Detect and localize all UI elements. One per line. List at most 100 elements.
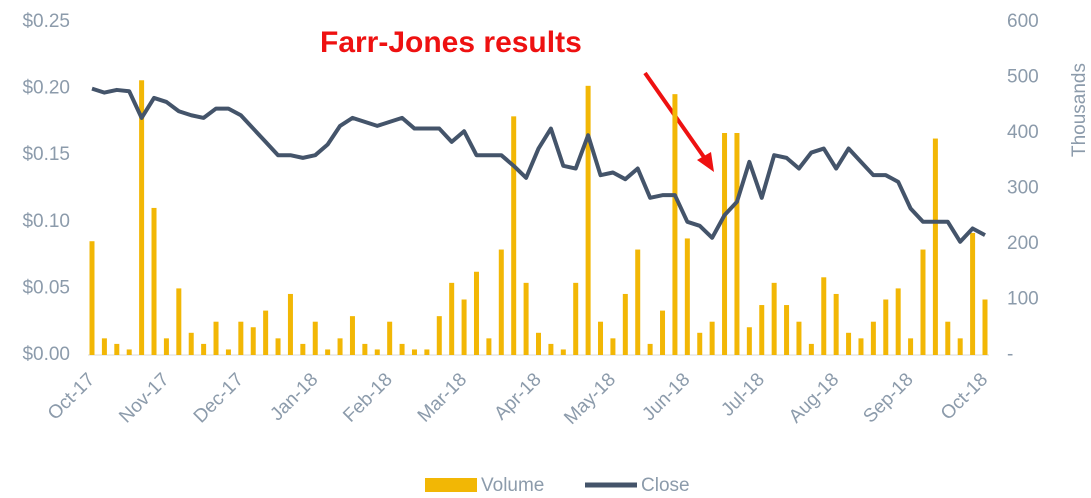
bar xyxy=(684,238,690,355)
y-tick-label: $0.15 xyxy=(22,144,70,165)
x-tick-label: Dec-17 xyxy=(190,369,248,427)
bar xyxy=(846,332,852,355)
bar xyxy=(635,249,641,355)
bar xyxy=(523,282,529,355)
bar xyxy=(387,321,393,355)
bar xyxy=(89,241,95,355)
legend-label: Volume xyxy=(481,475,544,496)
bar xyxy=(548,343,554,355)
bar xyxy=(449,282,455,355)
bar xyxy=(808,343,814,355)
bar xyxy=(114,343,120,355)
x-tick-label: Jan-18 xyxy=(266,369,322,425)
bar xyxy=(163,338,169,355)
bar xyxy=(238,321,244,355)
bar xyxy=(932,138,938,355)
y2-tick-label: - xyxy=(1007,344,1013,365)
bar xyxy=(374,349,380,355)
bar xyxy=(821,277,827,355)
y2-tick-label: 100 xyxy=(1007,289,1039,310)
x-tick-label: May-18 xyxy=(560,369,620,429)
bar xyxy=(536,332,541,355)
legend-label: Close xyxy=(641,475,690,496)
bar xyxy=(709,321,715,355)
bar xyxy=(759,305,765,355)
bar xyxy=(771,282,777,355)
bar xyxy=(598,321,604,355)
bar xyxy=(312,321,318,355)
bar xyxy=(287,293,293,355)
bar xyxy=(672,94,678,356)
y-tick-label: $0.10 xyxy=(22,211,70,232)
bar xyxy=(560,349,566,355)
x-tick-label: Jun-18 xyxy=(638,369,694,425)
bar xyxy=(647,343,653,355)
bar xyxy=(722,133,728,355)
y-tick-label: $0.00 xyxy=(22,344,70,365)
bar xyxy=(139,80,145,356)
y-tick-label: $0.05 xyxy=(22,277,70,298)
bar xyxy=(945,321,951,355)
bar xyxy=(473,271,479,355)
bar xyxy=(870,321,876,355)
bar xyxy=(883,299,889,355)
bar xyxy=(746,327,752,355)
bar xyxy=(225,349,231,355)
bar xyxy=(275,338,281,355)
y2-tick-label: 300 xyxy=(1007,178,1039,199)
y-tick-label: $0.25 xyxy=(22,11,70,32)
line xyxy=(91,86,986,244)
bar xyxy=(424,349,430,355)
bar xyxy=(362,343,368,355)
x-tick-label: Mar-18 xyxy=(414,369,471,426)
bar xyxy=(461,299,467,355)
x-tick-label: Sep-18 xyxy=(859,369,917,427)
bar xyxy=(126,349,132,355)
bar xyxy=(573,282,579,355)
y2-tick-label: 400 xyxy=(1007,122,1039,143)
bar xyxy=(337,338,343,355)
bar xyxy=(349,316,355,355)
x-tick-label: Oct-18 xyxy=(937,369,992,424)
bar xyxy=(213,321,219,355)
bar xyxy=(176,288,182,355)
y2-tick-label: 200 xyxy=(1007,233,1039,254)
x-tick-label: Oct-17 xyxy=(44,369,99,424)
bar xyxy=(151,207,157,355)
bar xyxy=(399,343,405,355)
x-tick-label: Feb-18 xyxy=(339,369,396,426)
x-tick-label: Nov-17 xyxy=(115,369,173,427)
bar xyxy=(511,116,517,355)
bar xyxy=(920,249,926,355)
bar xyxy=(970,232,976,355)
annotation: Farr-Jones results xyxy=(320,26,582,59)
bar xyxy=(585,85,591,355)
bar xyxy=(250,327,256,355)
bar xyxy=(300,343,306,355)
bar xyxy=(188,332,194,355)
bar xyxy=(411,349,417,355)
bar xyxy=(833,293,839,355)
bar xyxy=(784,305,790,355)
y2-tick-label: 500 xyxy=(1007,67,1039,88)
bar xyxy=(436,316,442,355)
bar xyxy=(908,338,914,355)
annotation-arrowhead xyxy=(697,152,714,172)
y2-tick-label: 600 xyxy=(1007,11,1039,32)
bar xyxy=(957,338,963,355)
bar xyxy=(734,133,740,355)
bar xyxy=(895,288,901,355)
bar xyxy=(101,338,107,355)
bar xyxy=(498,249,504,355)
bar xyxy=(858,338,864,355)
bar xyxy=(982,299,988,355)
bar xyxy=(796,321,802,355)
x-tick-label: Jul-18 xyxy=(717,369,768,420)
bar xyxy=(610,338,616,355)
bar xyxy=(660,310,666,355)
bar xyxy=(201,343,207,355)
bar xyxy=(486,338,492,355)
bar xyxy=(263,310,269,355)
legend-swatch xyxy=(425,478,477,492)
